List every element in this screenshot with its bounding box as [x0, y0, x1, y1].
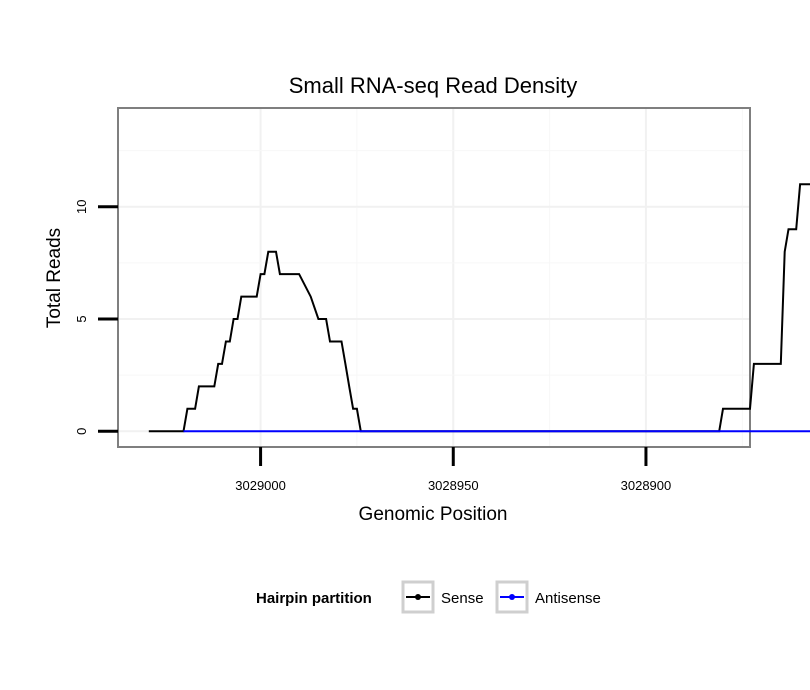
series-layer	[148, 183, 810, 433]
y-tick-label: 5	[74, 315, 89, 322]
y-tick-label: 0	[74, 428, 89, 435]
legend-label: Sense	[441, 590, 484, 607]
chart-title: Small RNA-seq Read Density	[289, 73, 578, 98]
y-axis: 0 5 10	[74, 200, 118, 435]
legend-title: Hairpin partition	[256, 590, 372, 607]
grid	[118, 108, 750, 447]
legend-key-point	[509, 594, 515, 600]
x-axis: 3029000 3028950 3028900	[235, 447, 671, 493]
panel-border	[117, 107, 751, 448]
x-tick-label: 3028950	[428, 478, 479, 493]
legend-key-point	[415, 594, 421, 600]
y-axis-label: Total Reads	[44, 228, 65, 328]
x-axis-label: Genomic Position	[359, 504, 508, 525]
x-tick-label: 3029000	[235, 478, 286, 493]
legend-item-sense: Sense	[401, 580, 484, 614]
legend: Hairpin partition Sense Antisense	[256, 580, 601, 614]
legend-label: Antisense	[535, 590, 601, 607]
x-tick-label: 3028900	[621, 478, 672, 493]
series-line-sense	[148, 183, 810, 433]
y-tick-label: 10	[74, 200, 89, 214]
legend-item-antisense: Antisense	[495, 580, 601, 614]
